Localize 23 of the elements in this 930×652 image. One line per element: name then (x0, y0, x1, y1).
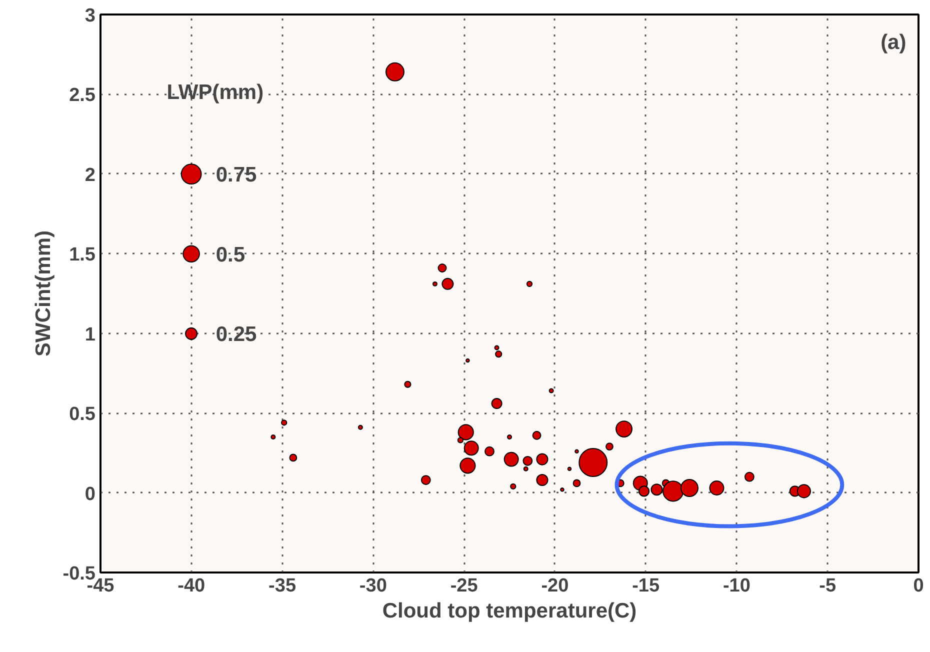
y-tick-label: 2 (84, 164, 96, 186)
x-tick-label: -40 (178, 576, 206, 596)
y-tick-label: 1 (84, 324, 96, 346)
x-tick-label: -5 (819, 576, 836, 596)
legend-title: LWP(mm) (166, 80, 264, 104)
x-tick-label: 0 (913, 576, 924, 596)
legend-label: 0.25 (216, 323, 258, 346)
legend-label: 0.5 (216, 243, 246, 266)
x-tick-label: -20 (541, 576, 569, 596)
annotation: (a) (880, 30, 906, 54)
x-tick-label: -15 (632, 576, 660, 596)
x-tick-label: -10 (722, 576, 750, 596)
x-tick-label: -35 (268, 576, 296, 596)
y-tick-label: 1.5 (69, 244, 96, 266)
y-tick-label: 2.5 (69, 85, 96, 106)
x-tick-label: -30 (359, 576, 387, 596)
y-axis-title: SWCint(mm) (32, 230, 55, 356)
x-tick-label: -25 (450, 576, 478, 596)
y-tick-label: 0.5 (69, 404, 96, 426)
legend-label: 0.75 (216, 164, 258, 187)
y-tick-label: 3 (84, 6, 96, 26)
x-axis-title: Cloud top temperature(C) (382, 600, 637, 622)
y-tick-label: 0 (84, 484, 96, 505)
